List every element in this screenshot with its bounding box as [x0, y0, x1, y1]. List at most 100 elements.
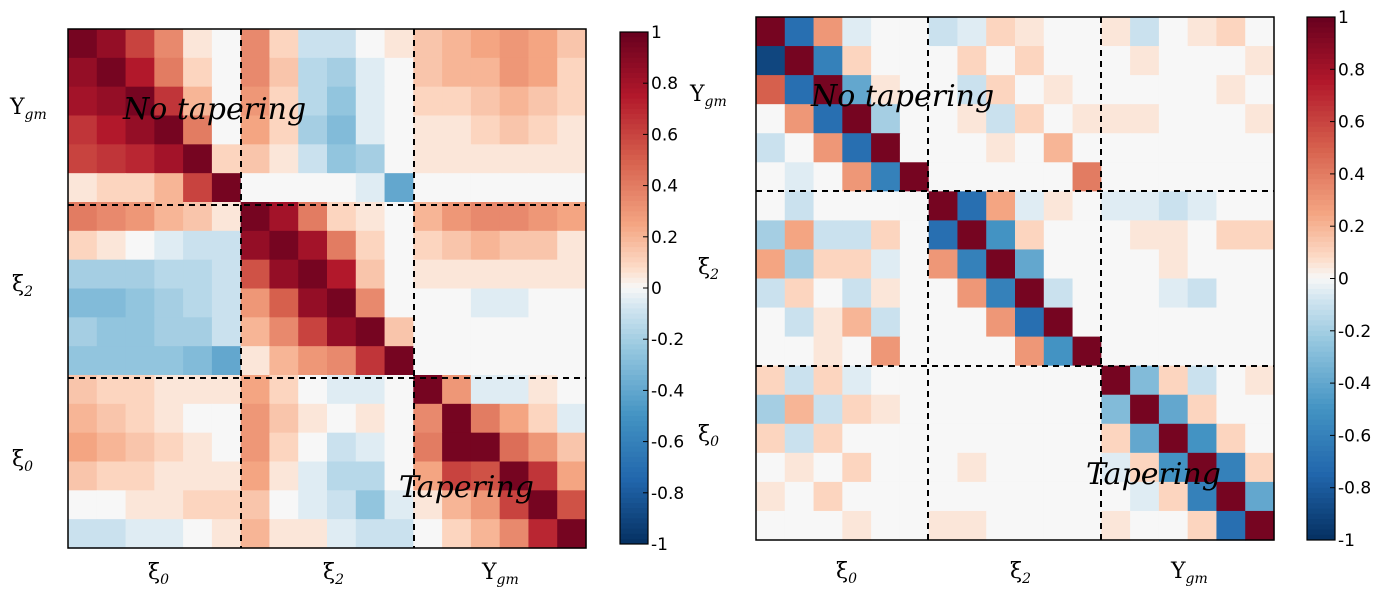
right-cell-r12-c2	[813, 365, 843, 396]
left-heatmap-cells	[68, 29, 587, 549]
left-cell-r5-c7	[269, 173, 299, 203]
left-cell-r3-c7	[269, 115, 299, 145]
left-colorbar-gradient-step	[620, 72, 648, 79]
right-colorbar: 1 0.8 0.6 0.4 0.2 0 -0.2 -0.4 -0.6 -0.8 -1	[1306, 8, 1371, 551]
right-colorbar-tick-label: -0.4	[1338, 374, 1371, 394]
right-cell-r15-c6	[928, 452, 959, 483]
left-cell-r10-c17	[557, 317, 587, 347]
left-cell-r2-c2	[125, 86, 155, 117]
left-cell-r0-c17	[557, 29, 587, 59]
right-colorbar-gradient-step	[1307, 262, 1335, 269]
left-cell-r15-c13	[442, 461, 472, 491]
right-cell-r9-c15	[1187, 278, 1218, 309]
left-colorbar-tick-label: -0.4	[651, 381, 684, 401]
right-cell-r2-c14	[1158, 75, 1189, 105]
right-cell-r13-c13	[1130, 394, 1160, 425]
left-colorbar-gradient-step	[620, 354, 648, 361]
left-heatmap-panel: No tapering Tapering Υgm ξ2 ξ0 ξ0 ξ2 Υgm	[9, 28, 587, 588]
right-cell-r12-c6	[928, 365, 959, 396]
right-cell-r8-c10	[1043, 249, 1074, 280]
right-cell-r14-c3	[842, 423, 872, 454]
right-cell-r7-c0	[756, 220, 786, 251]
right-cell-r13-c8	[986, 394, 1016, 425]
left-cell-r6-c13	[442, 202, 472, 232]
right-cell-r9-c10	[1043, 278, 1074, 309]
left-ylabel-xi0: ξ0	[12, 447, 33, 475]
right-cell-r4-c15	[1187, 133, 1218, 163]
left-cell-r15-c5	[211, 461, 242, 491]
right-cell-r15-c14	[1158, 452, 1189, 483]
right-cell-r13-c2	[813, 394, 843, 425]
left-cell-r4-c5	[211, 144, 242, 174]
left-colorbar-gradient-step	[620, 124, 648, 130]
right-colorbar-gradient-step	[1307, 388, 1335, 395]
right-ylabel-xi2: ξ2	[698, 255, 719, 283]
right-colorbar-tick-label: -0.6	[1338, 426, 1371, 446]
right-cell-r6-c6	[928, 191, 959, 221]
left-cell-r15-c7	[269, 461, 299, 491]
right-colorbar-gradient-step	[1307, 142, 1335, 149]
left-cell-r4-c13	[442, 144, 472, 174]
left-colorbar-gradient-step	[620, 482, 648, 489]
left-cell-r2-c16	[528, 86, 558, 117]
right-colorbar-gradient-step	[1307, 492, 1335, 499]
left-cell-r12-c13	[442, 375, 472, 405]
right-cell-r6-c10	[1043, 191, 1074, 221]
right-cell-r6-c9	[1015, 191, 1045, 221]
left-cell-r12-c12	[413, 375, 443, 405]
right-cell-r8-c4	[871, 249, 901, 280]
right-cell-r14-c10	[1043, 423, 1074, 454]
right-cell-r4-c10	[1043, 133, 1074, 163]
right-cell-r8-c7	[957, 249, 987, 280]
left-cell-r6-c15	[499, 202, 530, 232]
left-cell-r16-c11	[384, 490, 414, 520]
right-cell-r4-c13	[1130, 133, 1160, 163]
right-colorbar-gradient-step	[1307, 205, 1335, 212]
left-colorbar-tick-label: 0	[651, 279, 662, 299]
right-colorbar-gradient-step	[1307, 472, 1335, 478]
left-cell-r15-c0	[68, 461, 98, 491]
right-cell-r7-c8	[986, 220, 1016, 251]
right-cell-r14-c1	[784, 423, 815, 454]
left-cell-r1-c7	[269, 57, 299, 88]
left-cell-r6-c17	[557, 202, 587, 232]
right-cell-r17-c11	[1072, 510, 1102, 541]
right-colorbar-gradient-step	[1307, 362, 1335, 368]
right-cell-r2-c2	[813, 75, 843, 105]
left-cell-r8-c0	[68, 259, 98, 290]
left-cell-r3-c13	[442, 115, 472, 145]
right-colorbar-gradient-step	[1307, 90, 1335, 96]
left-cell-r4-c0	[68, 144, 98, 174]
left-cell-r17-c17	[557, 519, 587, 549]
left-cell-r17-c4	[183, 519, 213, 549]
right-cell-r1-c13	[1130, 46, 1160, 76]
right-cell-r2-c11	[1072, 75, 1102, 105]
right-cell-r1-c16	[1216, 46, 1246, 76]
right-cell-r13-c0	[756, 394, 786, 425]
left-colorbar-gradient-step	[620, 78, 648, 84]
left-cell-r17-c1	[96, 519, 127, 549]
left-cell-r12-c10	[355, 375, 386, 405]
left-cell-r10-c1	[96, 317, 127, 347]
left-cell-r12-c2	[125, 375, 155, 405]
left-xlabel-upsilon-sub: gm	[497, 572, 519, 588]
left-cell-r0-c0	[68, 29, 98, 59]
left-cell-r17-c3	[154, 519, 184, 549]
left-cell-r13-c1	[96, 403, 127, 434]
left-cell-r16-c10	[355, 490, 386, 520]
right-cell-r3-c13	[1130, 104, 1160, 134]
left-cell-r6-c9	[327, 202, 357, 232]
left-cell-r9-c10	[355, 288, 386, 318]
left-cell-r5-c17	[557, 173, 587, 203]
left-cell-r8-c11	[384, 259, 414, 290]
right-ylabel-upsilon-sub: gm	[705, 94, 727, 110]
right-cell-r12-c8	[986, 365, 1016, 396]
right-cell-r16-c0	[756, 481, 786, 512]
left-cell-r12-c16	[528, 375, 558, 405]
right-colorbar-gradient-step	[1307, 74, 1335, 81]
right-cell-r13-c5	[899, 394, 930, 425]
left-colorbar-gradient-step	[620, 180, 648, 187]
left-cell-r9-c5	[211, 288, 242, 318]
left-cell-r10-c10	[355, 317, 386, 347]
left-cell-r0-c11	[384, 29, 414, 59]
